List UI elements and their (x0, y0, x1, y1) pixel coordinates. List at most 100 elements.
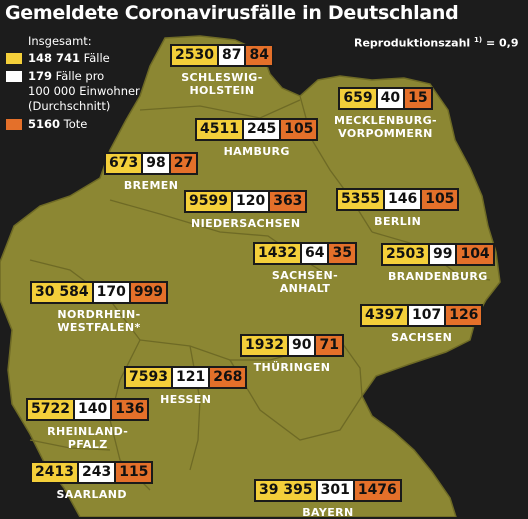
state-name-line: NORDRHEIN- (57, 308, 141, 321)
per100k-value: 243 (78, 463, 115, 482)
state-sn: 4397 107 126 SACHSEN (360, 304, 484, 344)
cases-value: 7593 (126, 368, 171, 387)
state-name-line: SACHSEN (391, 331, 453, 344)
legend-deaths: 5160 Tote (6, 117, 140, 132)
deaths-value: 27 (170, 154, 197, 173)
per100k-value: 99 (429, 245, 456, 264)
per100k-value: 120 (232, 192, 269, 211)
deaths-value: 363 (270, 192, 306, 211)
deaths-value: 115 (116, 463, 152, 482)
state-name-line: SCHLESWIG- (181, 71, 263, 84)
state-name-line: HAMBURG (223, 145, 290, 158)
deaths-value: 105 (422, 190, 458, 209)
cases-value: 1932 (242, 336, 287, 355)
per100k-value: 40 (377, 89, 404, 108)
cases-value: 5722 (28, 400, 73, 419)
state-name-line: SACHSEN- (271, 269, 339, 282)
deaths-value: 15 (405, 89, 431, 108)
deaths-value: 126 (446, 306, 482, 325)
legend-cases-value: 148 741 (28, 51, 81, 65)
legend-per100k: 179 Fälle pro 100 000 Einwohner (Durchsc… (6, 69, 140, 114)
state-name-line: SAARLAND (56, 488, 127, 501)
cases-value: 2530 (172, 46, 217, 65)
page-title: Gemeldete Coronavirusfälle in Deutschlan… (5, 2, 459, 24)
state-name-line: BERLIN (374, 215, 422, 228)
legend-cases: 148 741 Fälle (6, 51, 140, 66)
cases-value: 9599 (186, 192, 231, 211)
legend-heading: Insgesamt: (28, 34, 92, 48)
cases-value: 2413 (32, 463, 77, 482)
state-rp: 5722 140 136 RHEINLAND- PFALZ (26, 398, 150, 451)
state-name-line: PFALZ (67, 438, 108, 451)
state-bb: 2503 99 104 BRANDENBURG (381, 243, 495, 283)
cases-value: 30 584 (32, 283, 92, 302)
per100k-value: 64 (301, 244, 328, 263)
state-name-line: BRANDENBURG (388, 270, 488, 283)
per100k-value: 121 (172, 368, 209, 387)
state-name-line: MECKLENBURG- (334, 114, 437, 127)
cases-value: 2503 (383, 245, 428, 264)
state-name-line: ANHALT (279, 282, 331, 295)
deaths-value: 71 (316, 336, 342, 355)
state-name-line: HOLSTEIN (189, 84, 255, 97)
state-th: 1932 90 71 THÜRINGEN (240, 334, 344, 374)
reproduction-number: Reproduktionszahl 1) = 0,9 (354, 36, 519, 50)
legend: Insgesamt: 148 741 Fälle 179 Fälle pro 1… (6, 34, 140, 135)
deaths-value: 105 (281, 120, 317, 139)
state-by: 39 395 301 1476 BAYERN (254, 479, 402, 519)
per100k-value: 87 (218, 46, 245, 65)
state-st: 1432 64 35 SACHSEN- ANHALT (253, 242, 357, 295)
reproduction-footnote: 1) (474, 36, 483, 44)
state-name-line: HESSEN (160, 393, 212, 406)
deaths-value: 999 (130, 283, 167, 302)
cases-value: 659 (340, 89, 376, 108)
legend-swatch-cases (6, 53, 22, 64)
state-name-line: BAYERN (302, 506, 354, 519)
state-name-line: RHEINLAND- (47, 425, 129, 438)
deaths-value: 35 (329, 244, 355, 263)
deaths-value: 1476 (354, 481, 400, 500)
cases-value: 4511 (197, 120, 242, 139)
state-sh: 2530 87 84 SCHLESWIG- HOLSTEIN (170, 44, 274, 97)
cases-value: 1432 (255, 244, 300, 263)
legend-swatch-deaths (6, 119, 22, 130)
state-sl: 2413 243 115 SAARLAND (30, 461, 154, 501)
state-name-line: THÜRINGEN (253, 361, 331, 374)
cases-value: 4397 (362, 306, 407, 325)
state-hb: 673 98 27 BREMEN (104, 152, 199, 192)
legend-swatch-per100k (6, 71, 22, 82)
state-he: 7593 121 268 HESSEN (124, 366, 248, 406)
per100k-value: 90 (288, 336, 315, 355)
state-name-line: NIEDERSACHSEN (190, 217, 301, 230)
state-mv: 659 40 15 MECKLENBURG- VORPOMMERN (334, 87, 437, 140)
state-be: 5355 146 105 BERLIN (336, 188, 460, 228)
cases-value: 5355 (338, 190, 383, 209)
per100k-value: 107 (408, 306, 445, 325)
cases-value: 39 395 (256, 481, 316, 500)
state-name-line: VORPOMMERN (338, 127, 433, 140)
reproduction-value: = 0,9 (485, 36, 519, 50)
state-ni: 9599 120 363 NIEDERSACHSEN (184, 190, 308, 230)
deaths-value: 84 (246, 46, 272, 65)
per100k-value: 98 (143, 154, 169, 173)
legend-per100k-value: 179 (28, 69, 53, 83)
legend-cases-label: Fälle (83, 51, 110, 65)
reproduction-label: Reproduktionszahl (354, 36, 471, 50)
per100k-value: 140 (74, 400, 111, 419)
deaths-value: 136 (112, 400, 148, 419)
state-name-line: WESTFALEN* (57, 321, 141, 334)
legend-deaths-label: Tote (63, 117, 88, 131)
per100k-value: 146 (384, 190, 421, 209)
legend-deaths-value: 5160 (28, 117, 61, 131)
deaths-value: 104 (457, 245, 493, 264)
per100k-value: 245 (243, 120, 280, 139)
per100k-value: 301 (317, 481, 353, 500)
legend-per100k-line1: Fälle pro (55, 69, 105, 83)
state-hh: 4511 245 105 HAMBURG (195, 118, 319, 158)
legend-per100k-line3: (Durchschnitt) (28, 99, 111, 113)
legend-per100k-line2: 100 000 Einwohner (28, 84, 140, 98)
per100k-value: 170 (93, 283, 129, 302)
state-name-line: BREMEN (123, 179, 179, 192)
state-nw: 30 584 170 999 NORDRHEIN- WESTFALEN* (30, 281, 169, 334)
